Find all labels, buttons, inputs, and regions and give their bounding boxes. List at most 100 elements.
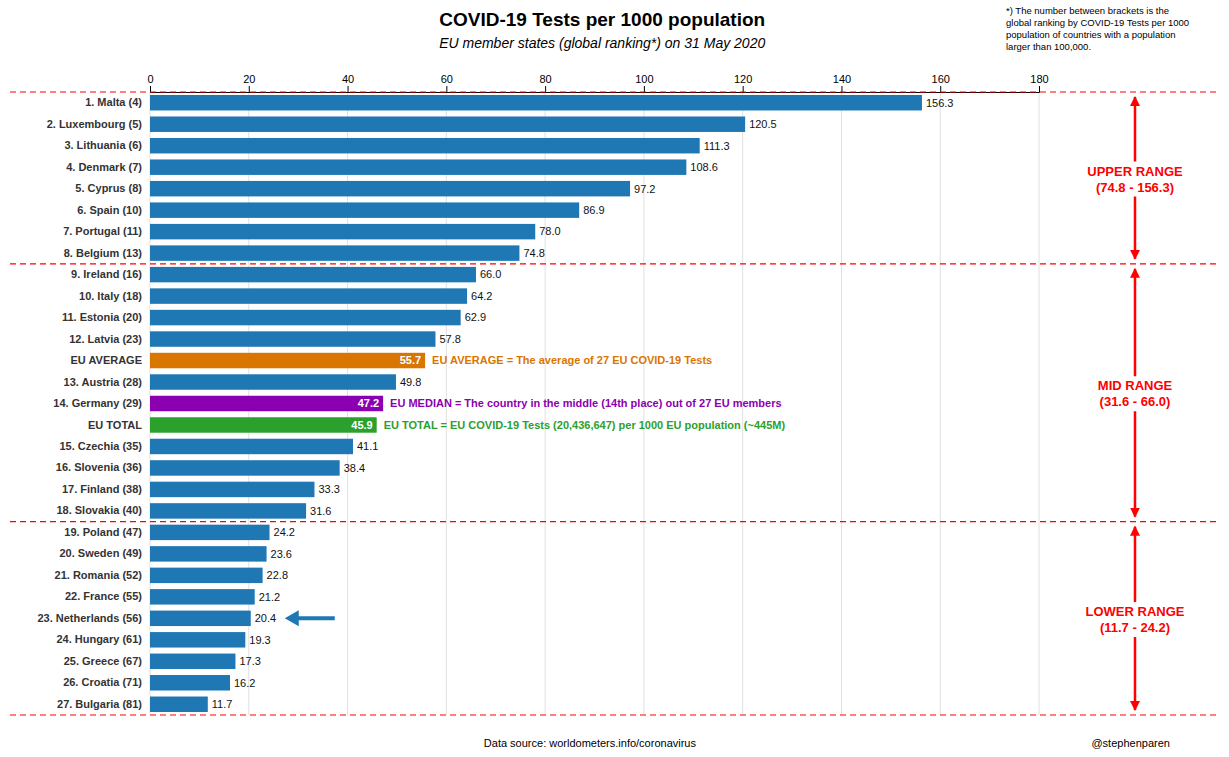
tick-mark: [940, 86, 941, 92]
tick: 14. Germany (29): [53, 397, 150, 409]
bar: [150, 202, 579, 217]
data-label: 11.7: [212, 698, 233, 710]
data-label: 22.8: [267, 569, 288, 581]
tick: 4. Denmark (7): [66, 161, 150, 173]
tick-mark: [249, 86, 250, 92]
tick-mark: [348, 86, 349, 92]
bar: [150, 396, 383, 411]
tick: 120: [734, 73, 752, 92]
tick: 12. Latvia (23): [69, 333, 150, 345]
tick-mark: [841, 86, 842, 92]
tick: 80: [539, 73, 551, 92]
bar: [150, 439, 353, 454]
tick-label: 100: [635, 73, 653, 85]
data-label: 49.8: [400, 376, 421, 388]
bar: [150, 95, 922, 110]
plot: 0 20 40 60 80 100 120 140 160 180 1. Malta (4) 2. L…: [10, 73, 1219, 716]
bar: [150, 654, 235, 669]
tick: 20: [243, 73, 255, 92]
tick: 11. Estonia (20): [62, 311, 150, 323]
ranges: UPPER RANGE(74.8 - 156.3)MID RANGE(31.6 …: [10, 92, 1219, 715]
range-label-background: [1095, 376, 1176, 411]
tick-label: 160: [932, 73, 950, 85]
tick: 22. France (55): [65, 590, 150, 602]
range-separator: [10, 714, 1219, 715]
range-separator: [10, 263, 1219, 264]
tick-label: 13. Austria (28): [64, 376, 143, 388]
tick: 1. Malta (4): [85, 96, 150, 108]
tick-label: 0: [147, 73, 153, 85]
tick-label: 21. Romania (52): [55, 569, 143, 581]
tick-label: 18. Slovakia (40): [56, 504, 142, 516]
tick-label: 40: [342, 73, 354, 85]
tick-label: 5. Cyprus (8): [75, 182, 142, 194]
tick-label: 6. Spain (10): [77, 204, 142, 216]
tick-label: 16. Slovenia (36): [56, 461, 143, 473]
range-separator: [10, 91, 1219, 92]
grid-line: [1039, 92, 1040, 715]
credit: @stephenparen: [1091, 737, 1169, 749]
bar: [150, 675, 230, 690]
tick: 17. Finland (38): [62, 483, 150, 495]
bar: [150, 568, 263, 583]
bar: [150, 267, 476, 282]
tick: 2. Luxembourg (5): [47, 118, 150, 130]
text-line: global ranking by COVID-19 Tests per 100…: [1006, 17, 1189, 28]
bar: [150, 697, 208, 712]
tick-label: 17. Finland (38): [62, 483, 142, 495]
tick-mark: [644, 86, 645, 92]
tick-label: 12. Latvia (23): [69, 333, 142, 345]
tick-label: 140: [833, 73, 851, 85]
tick: 100: [635, 73, 653, 92]
tick-label: 3. Lithuania (6): [64, 139, 142, 151]
range-separator: [10, 521, 1219, 522]
grid-line: [841, 92, 842, 715]
bar: [150, 611, 251, 626]
tick: 180: [1030, 73, 1048, 92]
tick: 6. Spain (10): [77, 204, 150, 216]
data-label: 17.3: [239, 655, 260, 667]
tick: 60: [441, 73, 453, 92]
annotations: EU AVERAGE = The average of 27 EU COVID-…: [285, 354, 786, 626]
range-label-background: [1084, 162, 1186, 197]
tick-label: EU TOTAL: [88, 419, 142, 431]
tick-mark: [545, 86, 546, 92]
bar: [150, 116, 745, 131]
tick-mark: [743, 86, 744, 92]
text-line: larger than 100,000.: [1006, 41, 1091, 52]
tick-label: 120: [734, 73, 752, 85]
annotation: EU AVERAGE = The average of 27 EU COVID-…: [432, 354, 712, 366]
text-line: MID RANGE: [1098, 378, 1173, 393]
tick-label: 14. Germany (29): [53, 397, 142, 409]
range-label: LOWER RANGE(11.7 - 24.2): [1086, 604, 1185, 635]
tick: 13. Austria (28): [64, 376, 150, 388]
data-label: 156.3: [926, 97, 954, 109]
data-label: 64.2: [471, 290, 492, 302]
tick-label: 10. Italy (18): [79, 290, 142, 302]
range-label: UPPER RANGE(74.8 - 156.3): [1087, 164, 1183, 195]
text-line: *) The number between brackets is the: [1006, 5, 1169, 16]
tick: 3. Lithuania (6): [64, 139, 150, 151]
bar: [150, 417, 377, 432]
data-label: 16.2: [234, 677, 255, 689]
tick-label: 4. Denmark (7): [66, 161, 142, 173]
tick-label: 26. Croatia (71): [63, 676, 142, 688]
bar: [150, 288, 467, 303]
tick-label: 180: [1030, 73, 1048, 85]
tick-label: 80: [539, 73, 551, 85]
tick: 5. Cyprus (8): [75, 182, 150, 194]
data-label: 38.4: [344, 462, 365, 474]
data-label: 108.6: [690, 161, 718, 173]
tick: EU AVERAGE: [70, 354, 150, 366]
tick-label: 24. Hungary (61): [56, 633, 142, 645]
bar: [150, 181, 630, 196]
bar: [150, 460, 340, 475]
annotation: EU MEDIAN = The country in the middle (1…: [390, 397, 781, 409]
tick-mark: [150, 86, 151, 92]
tick: 26. Croatia (71): [63, 676, 150, 688]
tick: 25. Greece (67): [64, 655, 150, 667]
tick-label: 20. Sweden (49): [59, 547, 142, 559]
data-label: 33.3: [318, 483, 339, 495]
data-labels: 156.3120.5111.3108.697.286.978.074.866.0…: [212, 97, 954, 711]
grid: [150, 92, 1039, 715]
